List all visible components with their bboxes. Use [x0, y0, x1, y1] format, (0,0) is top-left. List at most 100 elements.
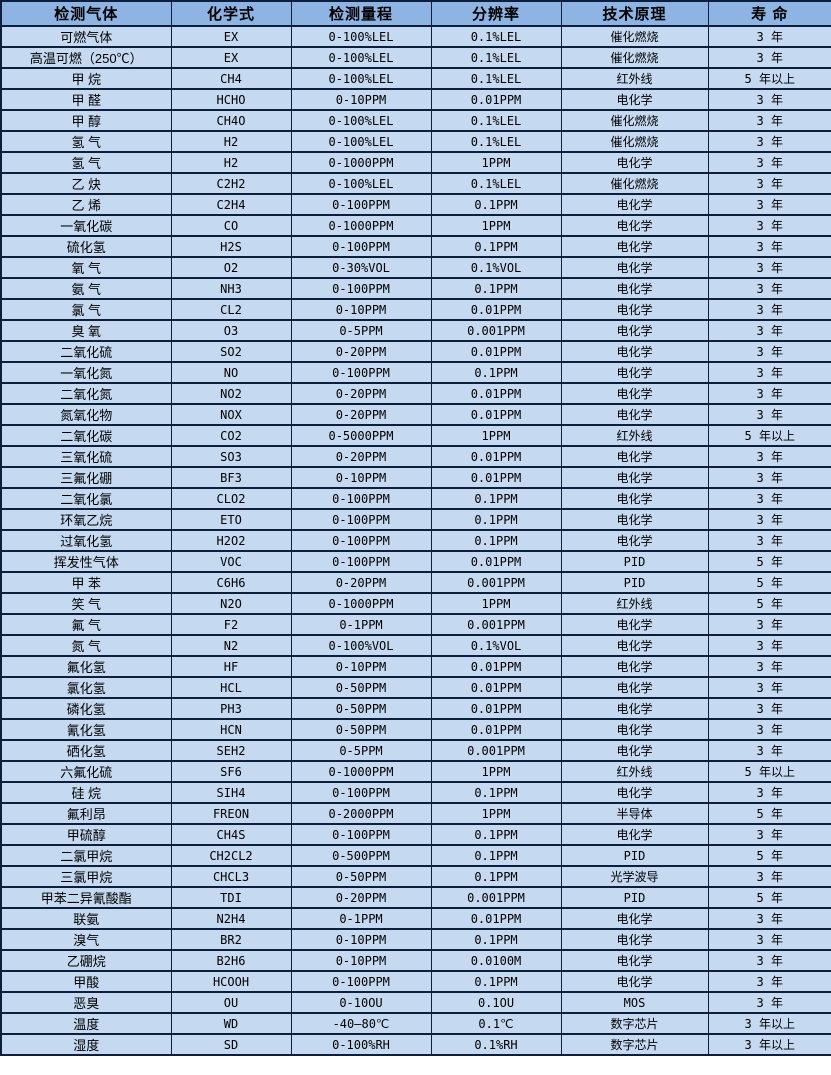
table-cell: 电化学	[560, 508, 709, 531]
table-cell: 催化燃烧	[560, 172, 709, 195]
table-cell: 0.1PPM	[430, 193, 562, 216]
table-cell: HCOOH	[170, 970, 292, 993]
table-cell: 0.1%RH	[430, 1033, 562, 1056]
table-cell: 电化学	[560, 928, 709, 951]
table-cell: 0.1PPM	[430, 823, 562, 846]
table-row: 高温可燃（250℃） EX 0-100%LEL 0.1%LEL 催化燃烧 3 年	[0, 46, 831, 69]
table-cell: 红外线	[560, 760, 709, 783]
table-cell: 3 年	[707, 340, 831, 363]
table-cell: 1PPM	[430, 424, 562, 447]
table-row: 氮氧化物 NOX 0-20PPM 0.01PPM 电化学 3 年	[0, 403, 831, 426]
column-header-0: 检测气体	[0, 0, 172, 27]
table-header: 检测气体 化学式 检测量程 分辨率 技术原理寿 命	[0, 0, 831, 27]
table-cell: 温度	[0, 1012, 172, 1035]
table-cell: -40—80℃	[290, 1012, 432, 1035]
table-cell: B2H6	[170, 949, 292, 972]
table-cell: 3 年	[707, 445, 831, 468]
table-cell: 0-100PPM	[290, 781, 432, 804]
table-cell: 0-1000PPM	[290, 760, 432, 783]
table-cell: 催化燃烧	[560, 130, 709, 153]
table-cell: 高温可燃（250℃）	[0, 46, 172, 69]
table-row: 二氧化碳 CO2 0-5000PPM 1PPM 红外线 5 年以上	[0, 424, 831, 447]
table-cell: 湿度	[0, 1033, 172, 1056]
table-cell: SF6	[170, 760, 292, 783]
table-cell: 催化燃烧	[560, 46, 709, 69]
table-cell: SO2	[170, 340, 292, 363]
table-cell: 电化学	[560, 361, 709, 384]
table-cell: 1PPM	[430, 214, 562, 237]
table-cell: 二氧化氮	[0, 382, 172, 405]
table-cell: PID	[560, 886, 709, 909]
table-cell: NO2	[170, 382, 292, 405]
table-row: 乙 炔 C2H2 0-100%LEL 0.1%LEL 催化燃烧 3 年	[0, 172, 831, 195]
table-cell: O2	[170, 256, 292, 279]
table-row: 氟利昂 FREON 0-2000PPM 1PPM 半导体 5 年	[0, 802, 831, 825]
table-cell: 0.01PPM	[430, 550, 562, 573]
table-cell: 0.1PPM	[430, 781, 562, 804]
table-cell: 0.01PPM	[430, 907, 562, 930]
column-header-5: 寿 命	[707, 0, 831, 27]
table-cell: OU	[170, 991, 292, 1014]
table-cell: 1PPM	[430, 802, 562, 825]
table-cell: PID	[560, 571, 709, 594]
table-cell: 3 年	[707, 823, 831, 846]
table-cell: 电化学	[560, 340, 709, 363]
table-cell: 电化学	[560, 487, 709, 510]
table-row: 过氧化氢 H2O2 0-100PPM 0.1PPM 电化学 3 年	[0, 529, 831, 552]
table-cell: 0.01PPM	[430, 676, 562, 699]
table-cell: 一氧化碳	[0, 214, 172, 237]
table-cell: H2O2	[170, 529, 292, 552]
table-cell: 电化学	[560, 949, 709, 972]
table-cell: 0-10PPM	[290, 655, 432, 678]
table-cell: 5 年以上	[707, 760, 831, 783]
table-row: 氯 气 CL2 0-10PPM 0.01PPM 电化学 3 年	[0, 298, 831, 321]
table-cell: 0-20PPM	[290, 571, 432, 594]
table-cell: 3 年	[707, 382, 831, 405]
table-cell: 二氧化碳	[0, 424, 172, 447]
table-cell: 3 年	[707, 949, 831, 972]
table-cell: 电化学	[560, 907, 709, 930]
table-cell: TDI	[170, 886, 292, 909]
table-row: 臭 氧 O3 0-5PPM 0.001PPM 电化学 3 年	[0, 319, 831, 342]
table-cell: 0.1%LEL	[430, 25, 562, 48]
table-cell: 0-20PPM	[290, 403, 432, 426]
table-cell: N2H4	[170, 907, 292, 930]
table-cell: 3 年	[707, 739, 831, 762]
table-cell: 0.01PPM	[430, 88, 562, 111]
table-row: 温度 WD -40—80℃ 0.1℃ 数字芯片 3 年以上	[0, 1012, 831, 1035]
table-cell: 三氟化硼	[0, 466, 172, 489]
table-cell: PID	[560, 844, 709, 867]
table-row: 磷化氢 PH3 0-50PPM 0.01PPM 电化学 3 年	[0, 697, 831, 720]
table-cell: 0.1%VOL	[430, 256, 562, 279]
table-cell: C6H6	[170, 571, 292, 594]
table-cell: 0-50PPM	[290, 865, 432, 888]
table-row: 甲酸 HCOOH 0-100PPM 0.1PPM 电化学 3 年	[0, 970, 831, 993]
table-row: 氢 气 H2 0-100%LEL 0.1%LEL 催化燃烧 3 年	[0, 130, 831, 153]
table-cell: 三氯甲烷	[0, 865, 172, 888]
table-cell: 电化学	[560, 445, 709, 468]
table-row: 氟化氢 HF 0-10PPM 0.01PPM 电化学 3 年	[0, 655, 831, 678]
table-cell: 0-100PPM	[290, 550, 432, 573]
table-cell: 氟利昂	[0, 802, 172, 825]
table-cell: 3 年以上	[707, 1012, 831, 1035]
table-cell: 环氧乙烷	[0, 508, 172, 531]
table-cell: 0-30%VOL	[290, 256, 432, 279]
table-cell: 溴气	[0, 928, 172, 951]
table-cell: 0.1%VOL	[430, 634, 562, 657]
table-cell: 催化燃烧	[560, 109, 709, 132]
table-cell: 氯化氢	[0, 676, 172, 699]
table-cell: 电化学	[560, 823, 709, 846]
table-cell: 0-100%RH	[290, 1033, 432, 1056]
table-cell: WD	[170, 1012, 292, 1035]
table-cell: 电化学	[560, 697, 709, 720]
table-cell: 0-1PPM	[290, 907, 432, 930]
table-cell: FREON	[170, 802, 292, 825]
table-cell: 0-100%LEL	[290, 67, 432, 90]
table-cell: 0.1%LEL	[430, 67, 562, 90]
table-cell: 0.1PPM	[430, 508, 562, 531]
table-cell: 3 年	[707, 214, 831, 237]
table-cell: 甲 醛	[0, 88, 172, 111]
table-cell: 0.1PPM	[430, 361, 562, 384]
table-cell: 0-100%LEL	[290, 109, 432, 132]
